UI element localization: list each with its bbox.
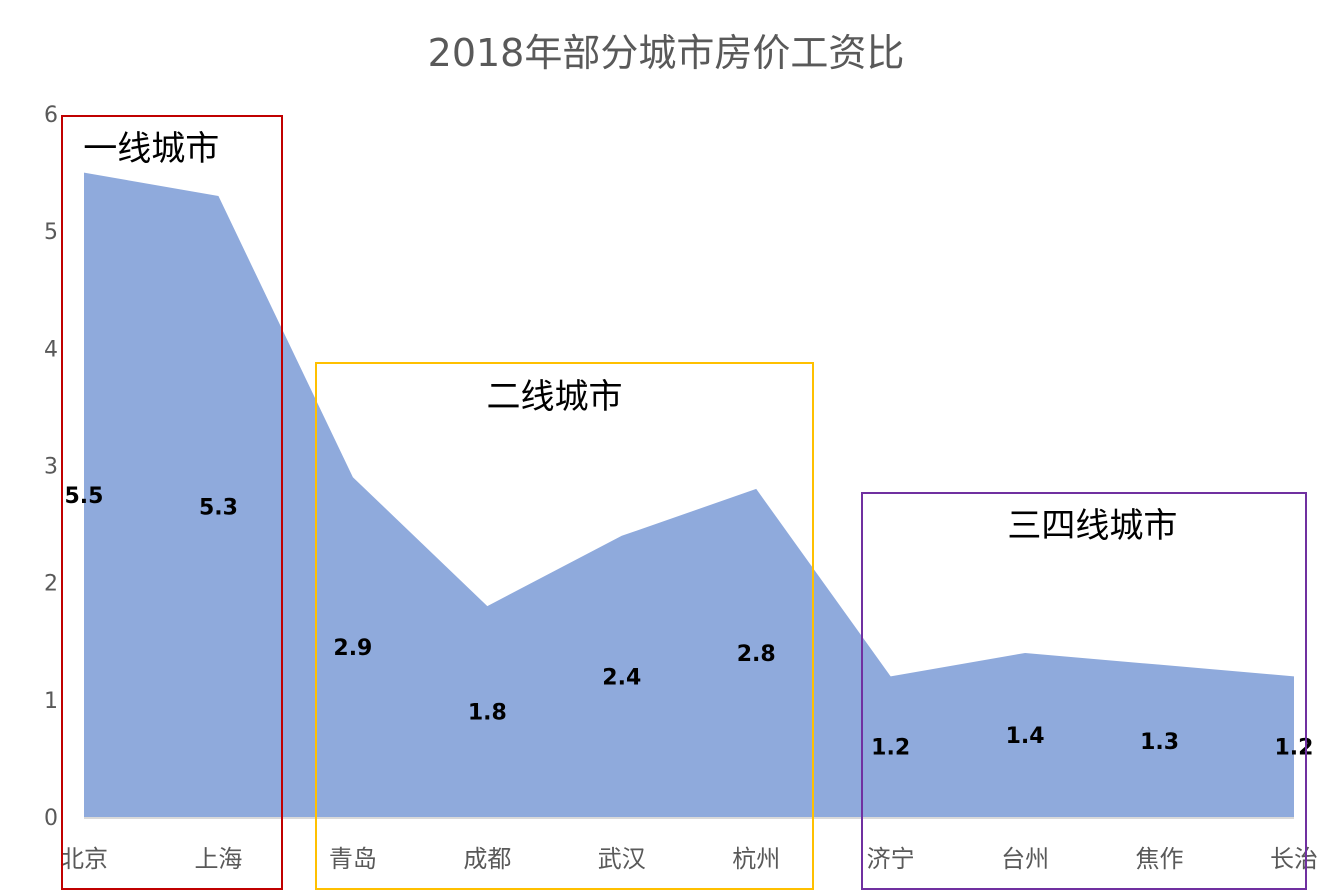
data-label: 1.2 xyxy=(1275,736,1314,761)
x-tick-label: 北京 xyxy=(60,845,108,873)
x-tick-label: 杭州 xyxy=(732,845,780,873)
y-tick-label: 3 xyxy=(44,455,58,480)
data-label: 2.4 xyxy=(602,665,641,690)
x-tick-label: 成都 xyxy=(463,845,511,873)
data-label: 2.8 xyxy=(737,642,776,667)
y-tick-label: 1 xyxy=(44,689,58,714)
x-tick-label: 台州 xyxy=(1001,845,1049,873)
data-label: 2.9 xyxy=(333,636,372,661)
data-label: 5.3 xyxy=(199,496,238,521)
data-labels: 5.5 5.3 2.9 1.8 2.4 2.8 1.2 1.4 1.3 1.2 xyxy=(65,484,1314,761)
y-tick-label: 4 xyxy=(44,337,58,362)
group-box xyxy=(861,492,1307,890)
y-tick-label: 6 xyxy=(44,103,58,128)
y-tick-label: 0 xyxy=(44,806,58,831)
data-label: 1.3 xyxy=(1140,730,1179,755)
group-label: 二线城市 xyxy=(487,377,623,417)
y-axis: 0 1 2 3 4 5 6 xyxy=(44,103,58,831)
data-label: 1.8 xyxy=(468,701,507,726)
x-axis: 北京 上海 青岛 成都 武汉 杭州 济宁 台州 焦作 长治 xyxy=(60,845,1318,873)
x-tick-label: 武汉 xyxy=(598,845,646,873)
group-box xyxy=(315,362,814,890)
group-box xyxy=(61,115,283,890)
group-label: 三四线城市 xyxy=(1007,506,1177,546)
group-label: 一线城市 xyxy=(83,129,219,169)
x-tick-label: 青岛 xyxy=(329,845,377,873)
area-series xyxy=(84,172,1294,818)
y-tick-label: 2 xyxy=(44,572,58,597)
x-tick-label: 长治 xyxy=(1270,845,1318,873)
x-tick-label: 济宁 xyxy=(867,845,915,873)
data-label: 1.2 xyxy=(871,736,910,761)
y-tick-label: 5 xyxy=(44,220,58,245)
chart-title: 2018年部分城市房价工资比 xyxy=(428,31,905,75)
data-label: 1.4 xyxy=(1006,724,1045,749)
data-label: 5.5 xyxy=(65,484,104,509)
x-tick-label: 上海 xyxy=(194,845,242,873)
x-tick-label: 焦作 xyxy=(1136,845,1184,873)
